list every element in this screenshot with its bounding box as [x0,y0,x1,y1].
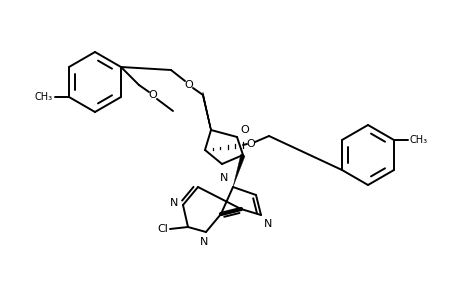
Text: N: N [199,237,208,247]
Text: O: O [246,139,255,149]
Text: CH₃: CH₃ [409,135,427,145]
Text: O: O [184,80,193,90]
Text: O: O [148,90,157,100]
Polygon shape [233,154,245,187]
Text: Cl: Cl [157,224,168,234]
Text: N: N [219,173,228,183]
Text: N: N [169,198,178,208]
Text: CH₃: CH₃ [35,92,53,102]
Text: N: N [263,219,272,229]
Text: O: O [240,125,248,135]
